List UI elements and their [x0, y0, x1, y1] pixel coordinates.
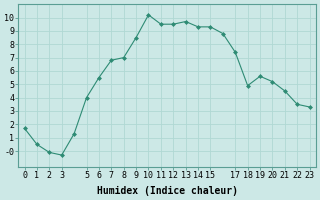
X-axis label: Humidex (Indice chaleur): Humidex (Indice chaleur)	[97, 186, 237, 196]
